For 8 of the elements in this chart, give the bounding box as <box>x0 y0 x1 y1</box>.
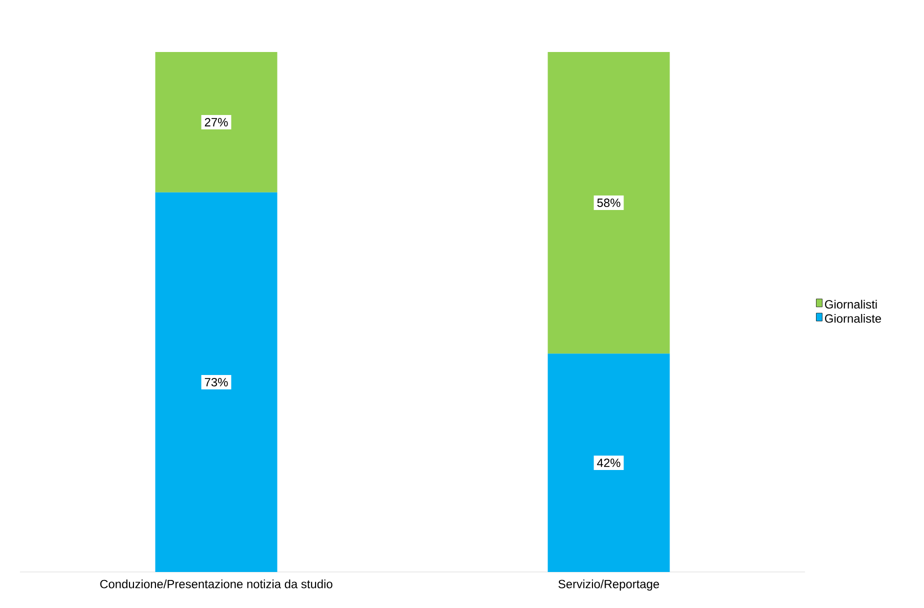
data-label: 73% <box>204 378 228 386</box>
legend-label: Giornaliste <box>825 314 882 323</box>
legend-label: Giornalisti <box>825 300 877 309</box>
data-label: 42% <box>597 458 620 467</box>
x-tick-label: Conduzione/Presentazione notizia da studio <box>100 580 332 588</box>
data-label: 27% <box>204 118 228 126</box>
x-tick-label: Servizio/Reportage <box>558 580 660 591</box>
data-label: 58% <box>597 198 620 208</box>
